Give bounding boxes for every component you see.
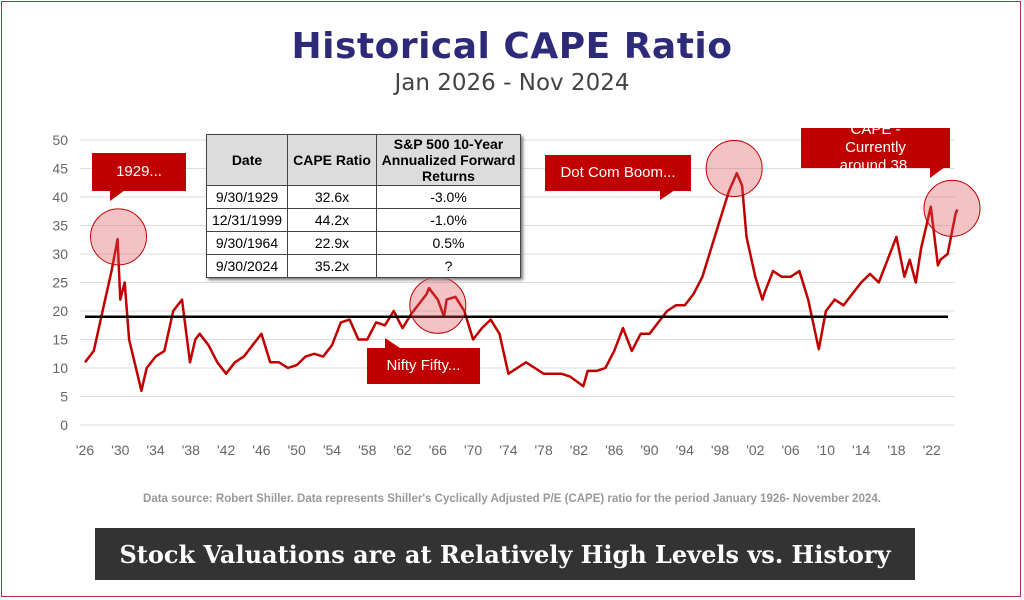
x-tick-label: '66 bbox=[429, 442, 447, 458]
y-tick-label: 25 bbox=[52, 275, 68, 291]
table-header-row: Date CAPE Ratio S&P 500 10-Year Annualiz… bbox=[206, 134, 521, 186]
x-tick-label: '70 bbox=[464, 442, 482, 458]
x-tick-label: '14 bbox=[852, 442, 870, 458]
data-source-note: Data source: Robert Shiller. Data repres… bbox=[143, 493, 881, 505]
x-tick-label: '50 bbox=[288, 442, 306, 458]
x-tick-label: '02 bbox=[746, 442, 764, 458]
x-tick-label: '06 bbox=[781, 442, 799, 458]
table-cell: 32.6x bbox=[287, 185, 377, 209]
y-tick-label: 0 bbox=[60, 417, 68, 433]
callout-pointer bbox=[660, 190, 675, 200]
table-cell: 35.2x bbox=[287, 254, 377, 278]
x-tick-label: '54 bbox=[323, 442, 341, 458]
callout-dot-com: Dot Com Boom... bbox=[545, 155, 691, 191]
table-cell: 12/31/1999 bbox=[206, 208, 288, 232]
x-tick-label: '18 bbox=[887, 442, 905, 458]
table-cell: 22.9x bbox=[287, 231, 377, 255]
callout-pointer bbox=[110, 190, 125, 201]
table-cell: 9/30/1929 bbox=[206, 185, 288, 209]
x-tick-label: '46 bbox=[252, 442, 270, 458]
chart-subtitle: Jan 2026 - Nov 2024 bbox=[394, 70, 630, 96]
x-tick-label: '10 bbox=[817, 442, 835, 458]
y-tick-label: 45 bbox=[52, 161, 68, 177]
cape-series-line bbox=[84, 171, 959, 393]
table-cell: ? bbox=[376, 254, 521, 278]
table-row: 12/31/1999 44.2x -1.0% bbox=[206, 208, 521, 232]
x-tick-label: '94 bbox=[676, 442, 694, 458]
x-tick-label: '82 bbox=[570, 442, 588, 458]
callout-current: CAPE - Currently around 38. bbox=[801, 121, 950, 174]
x-tick-label: '42 bbox=[217, 442, 235, 458]
header-date: Date bbox=[206, 134, 288, 186]
annotation-circle bbox=[409, 276, 467, 334]
x-tick-label: '22 bbox=[923, 442, 941, 458]
x-tick-label: '30 bbox=[111, 442, 129, 458]
y-tick-label: 10 bbox=[52, 360, 68, 376]
cape-table: Date CAPE Ratio S&P 500 10-Year Annualiz… bbox=[206, 134, 521, 278]
table-cell: 9/30/2024 bbox=[206, 254, 288, 278]
y-tick-label: 35 bbox=[52, 218, 68, 234]
y-tick-label: 30 bbox=[52, 246, 68, 262]
annotation-circle bbox=[923, 179, 981, 237]
annotation-circle bbox=[705, 140, 763, 197]
y-tick-label: 40 bbox=[52, 189, 68, 205]
header-cape: CAPE Ratio bbox=[287, 134, 377, 186]
x-tick-label: '90 bbox=[640, 442, 658, 458]
x-tick-label: '62 bbox=[393, 442, 411, 458]
y-tick-label: 5 bbox=[60, 389, 68, 405]
x-tick-label: '74 bbox=[499, 442, 517, 458]
headline-banner: Stock Valuations are at Relatively High … bbox=[95, 528, 915, 580]
x-tick-label: '98 bbox=[711, 442, 729, 458]
callout-1929: 1929... bbox=[92, 153, 186, 191]
table-row: 9/30/2024 35.2x? bbox=[206, 254, 521, 278]
y-tick-label: 20 bbox=[52, 303, 68, 319]
y-tick-label: 50 bbox=[52, 132, 68, 148]
callout-pointer bbox=[930, 167, 945, 178]
callout-pointer bbox=[385, 338, 400, 348]
y-tick-label: 15 bbox=[52, 332, 68, 348]
callout-nifty-fifty: Nifty Fifty... bbox=[367, 348, 480, 384]
table-cell: -1.0% bbox=[376, 208, 521, 232]
x-tick-label: '38 bbox=[182, 442, 200, 458]
table-cell: -3.0% bbox=[376, 185, 521, 209]
chart-title: Historical CAPE Ratio bbox=[291, 26, 733, 67]
x-tick-label: '86 bbox=[605, 442, 623, 458]
header-returns: S&P 500 10-Year Annualized Forward Retur… bbox=[376, 134, 521, 186]
x-tick-label: '58 bbox=[358, 442, 376, 458]
x-tick-label: '26 bbox=[76, 442, 94, 458]
x-tick-label: '34 bbox=[146, 442, 164, 458]
annotation-circle bbox=[90, 208, 148, 266]
table-row: 9/30/1964 22.9x 0.5% bbox=[206, 231, 521, 255]
table-cell: 44.2x bbox=[287, 208, 377, 232]
table-cell: 0.5% bbox=[376, 231, 521, 255]
table-row: 9/30/1929 32.6x -3.0% bbox=[206, 185, 521, 209]
table-cell: 9/30/1964 bbox=[206, 231, 288, 255]
x-tick-label: '78 bbox=[535, 442, 553, 458]
